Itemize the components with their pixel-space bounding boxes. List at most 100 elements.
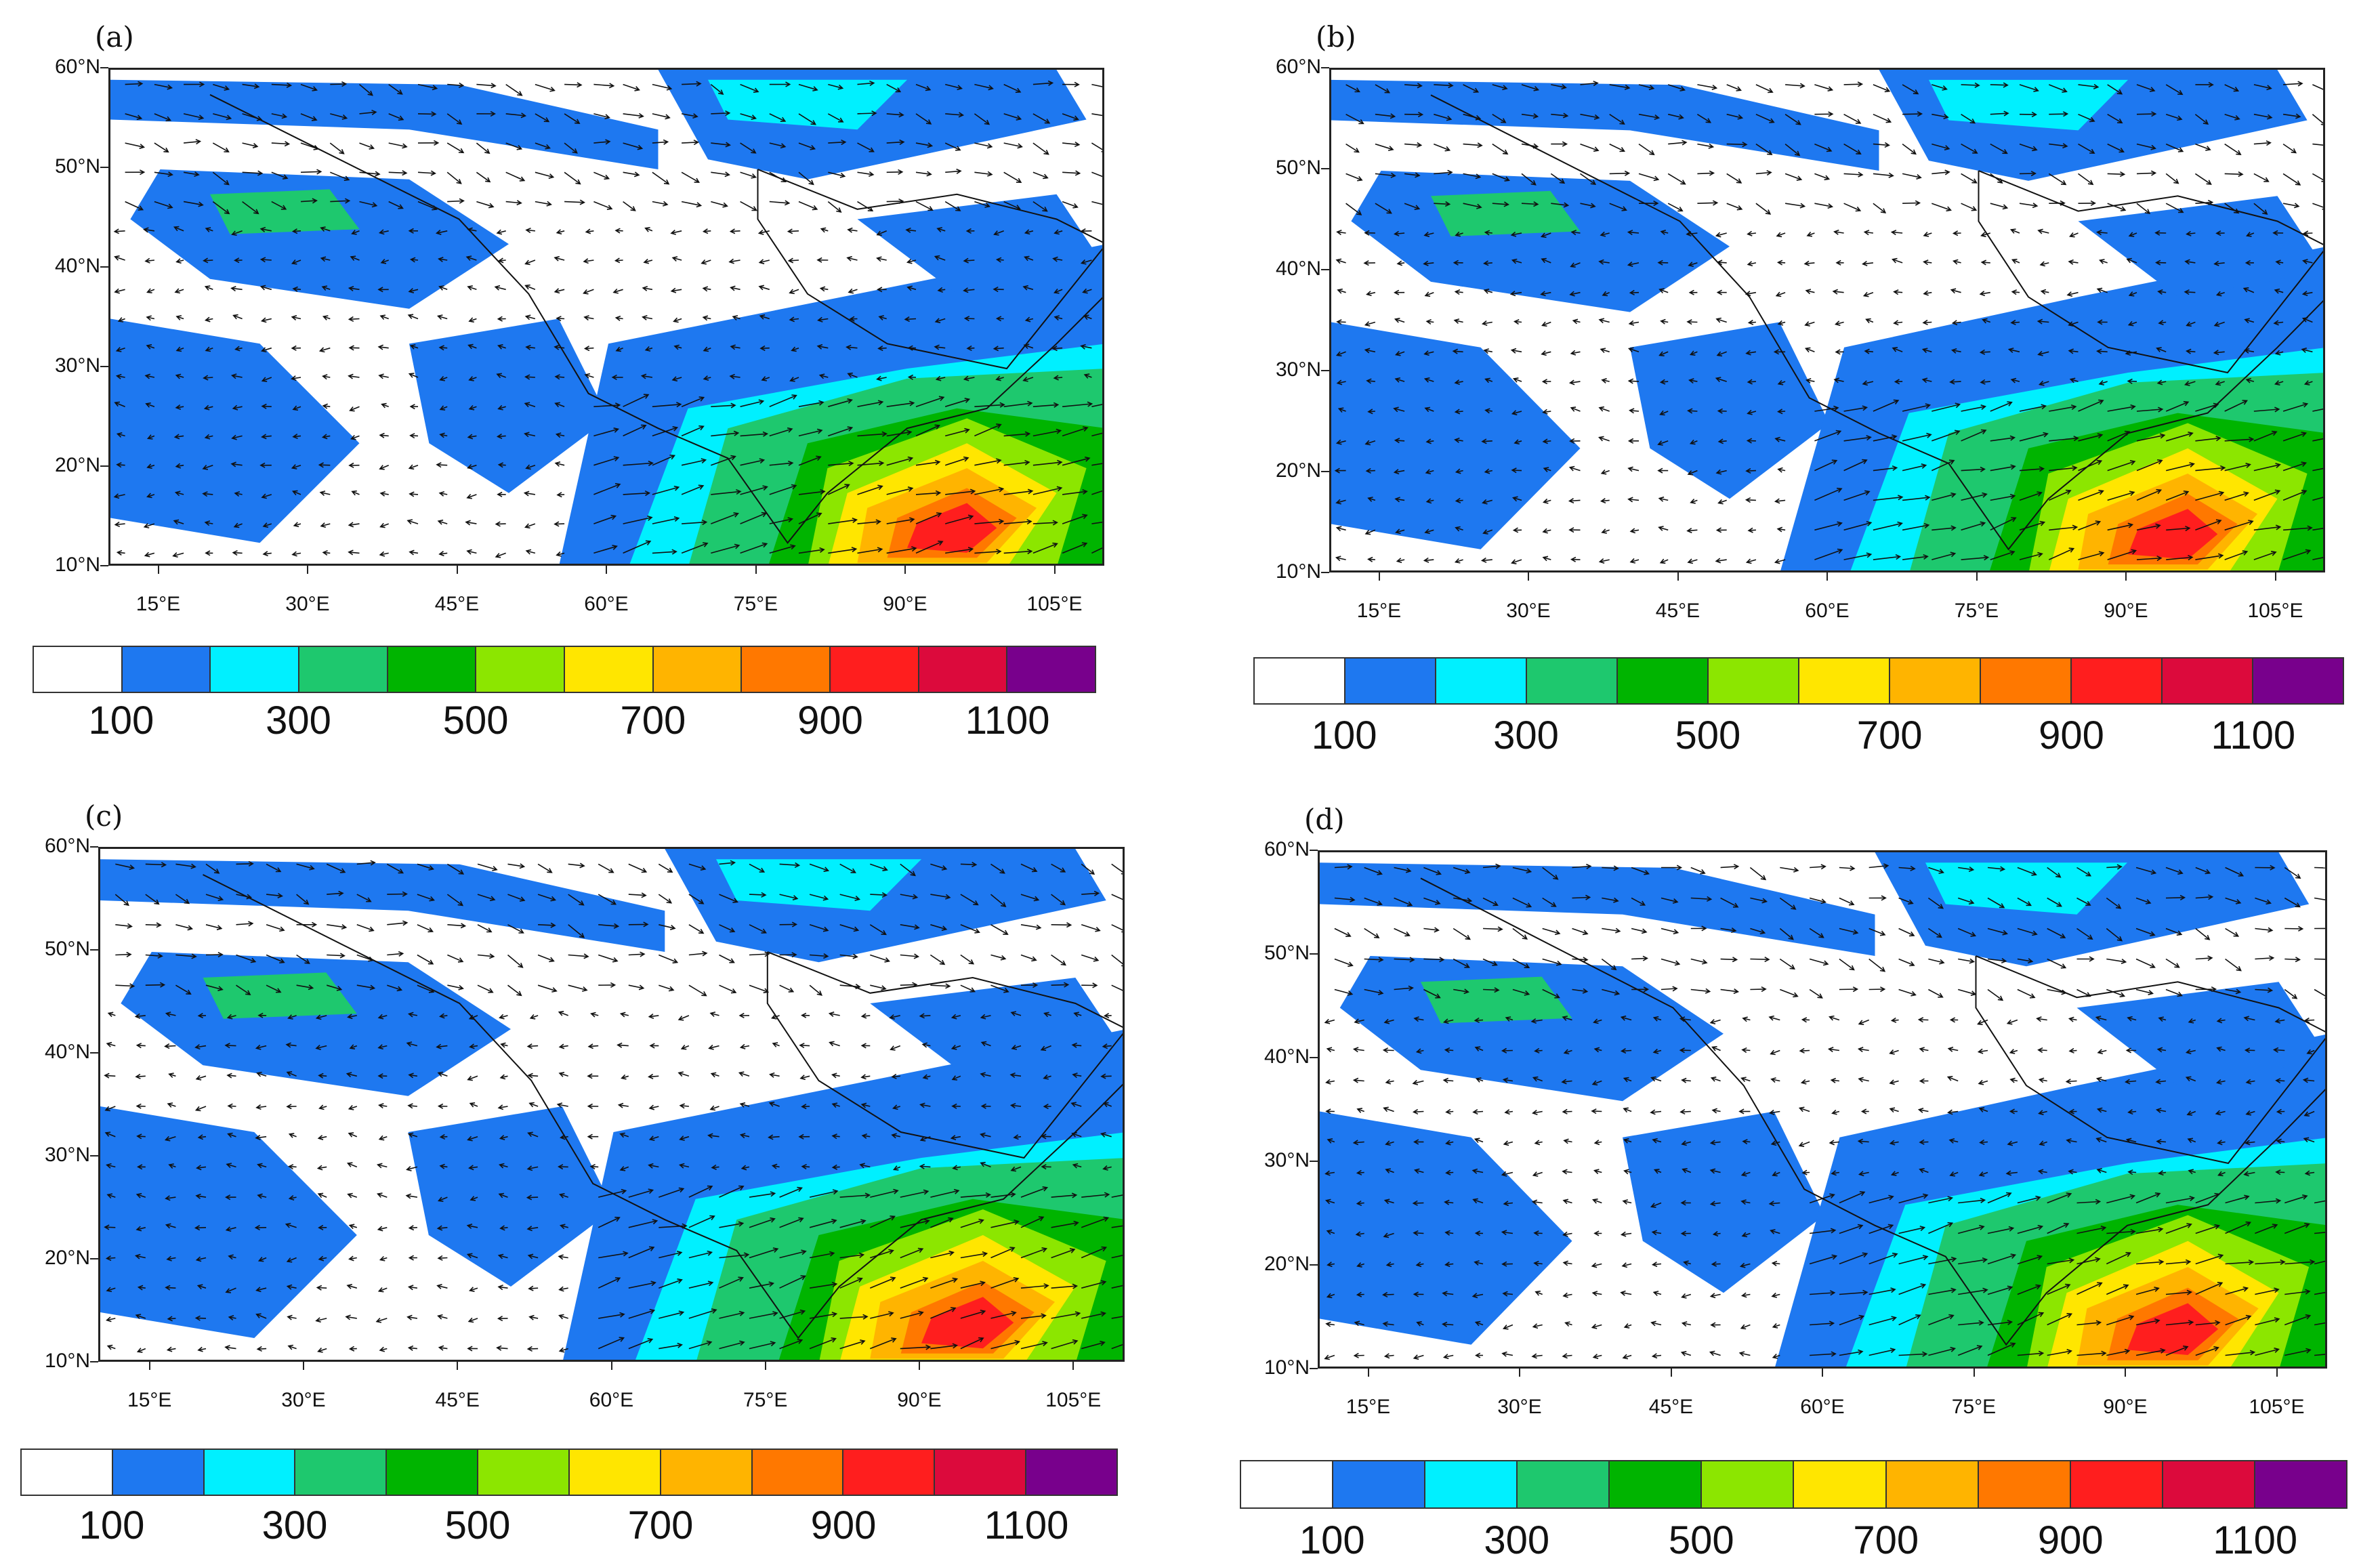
wind-vector [1721, 867, 1738, 868]
wind-vector [623, 202, 635, 211]
lon-tick-label: 90°E [2078, 1396, 2173, 1419]
wind-vector [1727, 144, 1747, 145]
wind-vector [629, 894, 646, 896]
lat-tick [1310, 1057, 1318, 1058]
shaded-contour [1630, 322, 1829, 499]
colorbar-swatch [565, 647, 654, 692]
lon-tick [1677, 572, 1679, 581]
map-plot-area [98, 847, 1125, 1362]
colorbar-swatch [1007, 647, 1095, 692]
lat-tick-label: 60°N [26, 56, 100, 79]
lon-tick-label: 30°E [256, 1389, 351, 1412]
wind-vector [564, 202, 584, 203]
lon-tick [457, 566, 458, 574]
shaded-contour [110, 319, 360, 543]
wind-vector [447, 143, 463, 152]
wind-vector [2312, 203, 2325, 209]
lon-tick-label: 75°E [1929, 600, 2024, 623]
colorbar-swatch [295, 1450, 387, 1495]
colorbar-swatch [1527, 659, 1618, 703]
colorbar-label: 100 [1271, 1518, 1393, 1563]
wind-vector [1091, 172, 1104, 179]
wind-vector [1631, 958, 1647, 959]
lon-tick-label: 15°E [1321, 1396, 1416, 1419]
lon-tick-label: 30°E [1481, 600, 1576, 623]
colorbar-label: 900 [2011, 713, 2133, 758]
wind-vector [1483, 929, 1502, 930]
wind-vector [417, 955, 433, 964]
wind-vector [1839, 959, 1854, 970]
colorbar-swatch [388, 647, 477, 692]
wind-vector [916, 202, 932, 211]
lat-tick [90, 1361, 98, 1362]
wind-vector [2137, 203, 2150, 213]
colorbar [1253, 657, 2344, 705]
wind-vector [2312, 85, 2325, 91]
wind-vector [476, 172, 490, 182]
colorbar-swatch [753, 1450, 844, 1495]
wind-vector [2196, 958, 2212, 959]
wind-vector [1062, 172, 1080, 173]
wind-vector [828, 202, 841, 212]
lat-tick [100, 266, 108, 268]
colorbar-swatch [1333, 1461, 1425, 1507]
wind-vector [327, 955, 344, 956]
colorbar-label: 100 [1283, 713, 1405, 758]
wind-vector [1750, 868, 1765, 880]
wind-vector [810, 985, 822, 995]
lat-tick [90, 1155, 98, 1156]
lon-tick-label: 75°E [1927, 1396, 2022, 1419]
lat-tick-label: 20°N [1235, 1253, 1310, 1276]
panel-label: (c) [85, 799, 123, 833]
lon-tick [457, 1362, 458, 1370]
colorbar-swatch [1026, 1450, 1116, 1495]
lon-tick-label: 105°E [1007, 593, 1102, 616]
wind-vector [1873, 203, 1885, 213]
lat-tick-label: 60°N [1235, 838, 1310, 861]
wind-vector [146, 985, 165, 986]
lon-tick-label: 75°E [718, 1389, 813, 1412]
wind-vector [991, 925, 1008, 934]
colorbar-swatch [1890, 659, 1981, 703]
colorbar-swatch [299, 647, 388, 692]
wind-vector [682, 172, 699, 182]
wind-flux-map [100, 849, 1125, 1362]
wind-vector [2283, 83, 2302, 85]
colorbar-label: 100 [60, 698, 182, 743]
lat-tick-label: 20°N [1247, 459, 1321, 482]
lat-tick [100, 465, 108, 467]
lat-tick-label: 30°N [1247, 358, 1321, 381]
lat-tick-label: 40°N [1247, 257, 1321, 280]
wind-vector [1453, 929, 1469, 940]
wind-vector [1051, 955, 1066, 965]
colorbar-swatch [476, 647, 565, 692]
colorbar-swatch [1345, 659, 1436, 703]
wind-vector [2283, 144, 2296, 153]
shaded-contour [409, 319, 608, 493]
wind-flux-map [110, 70, 1104, 566]
colorbar-swatch [1610, 1461, 1702, 1507]
colorbar-swatch [654, 647, 743, 692]
wind-vector [2225, 173, 2242, 174]
lon-tick [765, 1362, 766, 1370]
wind-vector [2195, 173, 2211, 184]
lat-tick-label: 10°N [16, 1350, 90, 1373]
lon-tick [1072, 1362, 1074, 1370]
colorbar-swatch [1241, 1461, 1333, 1507]
wind-vector [1961, 173, 1977, 182]
wind-vector [2195, 203, 2212, 204]
lat-tick-label: 50°N [16, 938, 90, 961]
wind-vector [749, 894, 766, 895]
lat-tick-label: 50°N [26, 155, 100, 178]
colorbar-swatch [661, 1450, 753, 1495]
lon-tick [1528, 572, 1529, 581]
wind-vector [1112, 985, 1125, 993]
wind-vector [1091, 114, 1104, 117]
wind-vector [1750, 989, 1766, 990]
colorbar-label: 900 [782, 1503, 904, 1548]
lon-tick-label: 45°E [410, 593, 505, 616]
wind-vector [2047, 959, 2066, 968]
colorbar-swatch [478, 1450, 570, 1495]
wind-vector [506, 172, 524, 180]
wind-vector [1112, 864, 1125, 874]
